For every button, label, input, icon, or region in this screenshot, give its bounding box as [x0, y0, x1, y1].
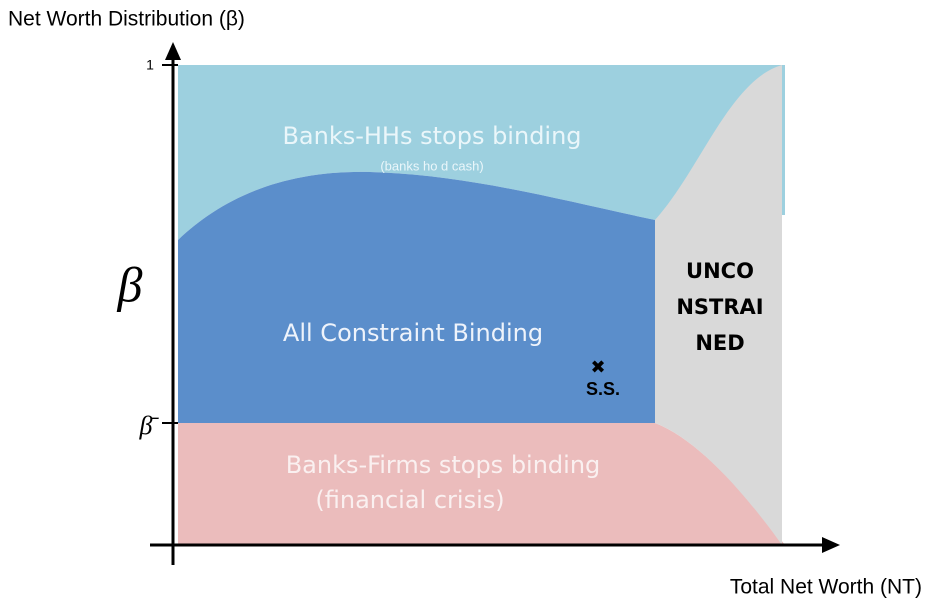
- x-arrow: [822, 537, 840, 553]
- region-label: Banks-Firms stops binding: [286, 451, 601, 479]
- region-top: [178, 65, 785, 240]
- region-label: All Constraint Binding: [283, 319, 543, 347]
- marker: ✖: [590, 357, 605, 377]
- region-label: Banks-HHs stops binding: [282, 122, 581, 150]
- y-arrow: [165, 42, 181, 60]
- region-note: (banks ho d cash): [380, 158, 483, 173]
- tick-label: 1: [146, 57, 154, 73]
- marker-label: S.S.: [586, 379, 620, 399]
- tick-label: β̄: [139, 411, 160, 440]
- region-label: NED: [695, 331, 744, 355]
- x-label: Total Net Worth (NT): [730, 576, 922, 599]
- region-middle: [178, 171, 655, 423]
- region-label: NSTRAI: [676, 295, 763, 319]
- region-note: (financial crisis): [315, 486, 504, 514]
- y-label: β: [117, 256, 143, 312]
- region-right: [655, 65, 782, 545]
- region-label: UNCO: [686, 259, 754, 283]
- title: Net Worth Distribution (β): [8, 8, 245, 31]
- region-bottom: [178, 423, 785, 545]
